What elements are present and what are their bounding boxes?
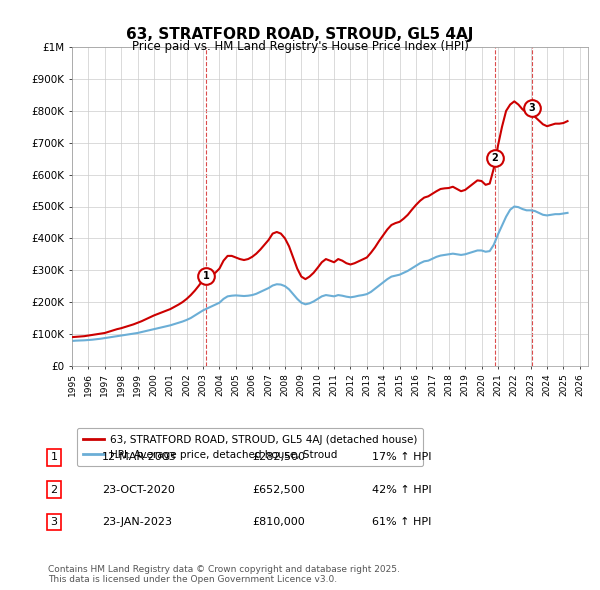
Text: £810,000: £810,000	[252, 517, 305, 527]
Text: 3: 3	[50, 517, 58, 527]
Text: 63, STRATFORD ROAD, STROUD, GL5 4AJ: 63, STRATFORD ROAD, STROUD, GL5 4AJ	[127, 27, 473, 41]
Text: 3: 3	[528, 103, 535, 113]
Text: 17% ↑ HPI: 17% ↑ HPI	[372, 453, 431, 462]
Text: £652,500: £652,500	[252, 485, 305, 494]
Text: 1: 1	[50, 453, 58, 462]
Text: 42% ↑ HPI: 42% ↑ HPI	[372, 485, 431, 494]
Text: £282,500: £282,500	[252, 453, 305, 462]
Text: 2: 2	[50, 485, 58, 494]
Legend: 63, STRATFORD ROAD, STROUD, GL5 4AJ (detached house), HPI: Average price, detach: 63, STRATFORD ROAD, STROUD, GL5 4AJ (det…	[77, 428, 423, 466]
Text: 1: 1	[203, 271, 209, 281]
Text: 61% ↑ HPI: 61% ↑ HPI	[372, 517, 431, 527]
Text: 12-MAR-2003: 12-MAR-2003	[102, 453, 177, 462]
Text: 2: 2	[491, 153, 498, 163]
Text: Contains HM Land Registry data © Crown copyright and database right 2025.
This d: Contains HM Land Registry data © Crown c…	[48, 565, 400, 584]
Text: Price paid vs. HM Land Registry's House Price Index (HPI): Price paid vs. HM Land Registry's House …	[131, 40, 469, 53]
Text: 23-OCT-2020: 23-OCT-2020	[102, 485, 175, 494]
Text: 23-JAN-2023: 23-JAN-2023	[102, 517, 172, 527]
